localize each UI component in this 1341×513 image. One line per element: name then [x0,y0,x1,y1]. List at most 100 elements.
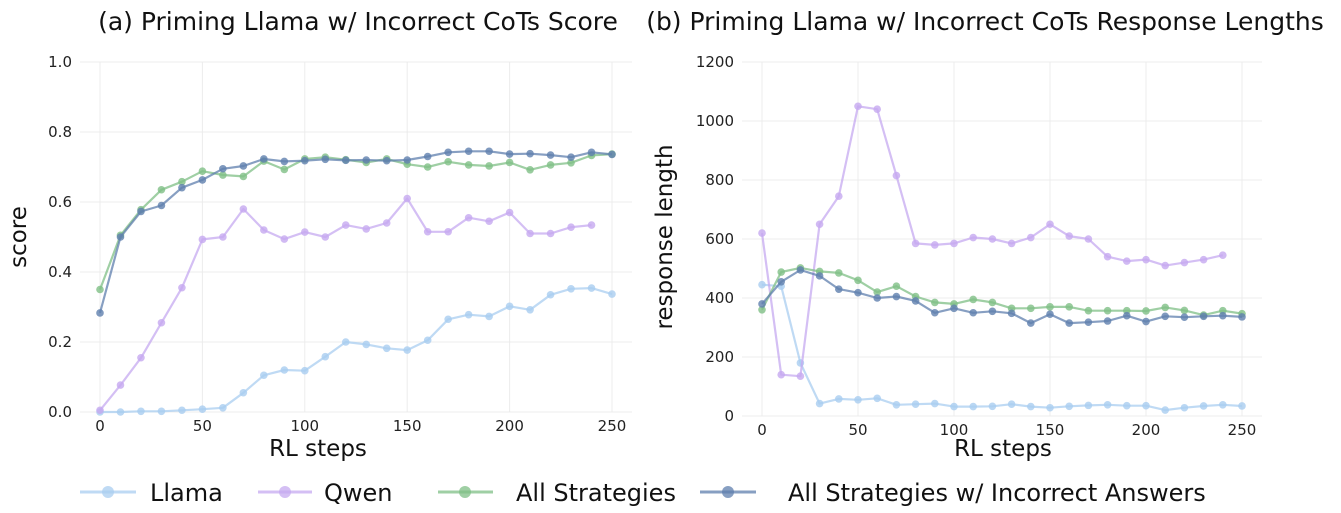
data-point [423,152,432,161]
data-point [260,155,268,163]
data-point [815,399,824,408]
data-point [835,285,843,293]
data-point [758,229,766,237]
series-llama [758,280,1246,414]
y-tick-label: 400 [705,289,734,307]
data-point [835,269,843,277]
data-point [157,318,166,327]
data-point [403,194,412,203]
data-point [1180,313,1189,321]
data-point [873,105,881,113]
data-point [526,229,534,238]
data-point [931,399,939,408]
x-tick-label: 150 [1036,421,1065,439]
y-tick-label: 0.8 [48,123,72,141]
data-point [157,407,166,416]
data-point [1084,235,1093,243]
data-point [116,408,125,416]
data-point [777,370,785,379]
legend-item-all-strategies-incorrect: All Strategies w/ Incorrect Answers [700,479,1206,507]
data-point [988,298,997,307]
data-point [796,266,805,274]
data-point [1142,255,1150,264]
legend-label-all-strategies: All Strategies [516,479,676,507]
data-point [1199,402,1208,410]
data-point [301,228,309,236]
data-point [587,148,596,157]
data-point [423,163,432,171]
legend-label-all-strategies-incorrect: All Strategies w/ Incorrect Answers [788,479,1206,507]
x-tick-label: 200 [495,417,524,435]
data-point [464,310,473,319]
data-point [403,156,412,164]
y-tick-label: 0 [724,407,734,425]
data-point [423,227,432,236]
data-point [280,157,289,166]
data-point [815,220,824,229]
data-point [116,233,125,241]
series-line-llama [761,283,1243,412]
data-point [526,149,534,158]
data-point [758,280,766,289]
x-tick-label: 50 [193,417,212,435]
y-tick-label: 1.0 [48,53,72,71]
data-point [116,381,125,389]
legend-item-qwen: Qwen [258,479,393,507]
data-point [608,150,616,159]
data-point [198,235,207,244]
data-point [321,233,330,241]
data-point [362,156,371,164]
data-point [854,102,862,111]
data-point [362,340,371,349]
data-point [1161,406,1169,414]
series-line-llama [100,287,613,414]
data-point [1027,319,1035,327]
series-qwen [758,102,1227,380]
data-point [157,185,166,194]
data-point [546,290,555,299]
data-point [1199,312,1208,321]
data-point [219,233,227,241]
data-point [239,172,248,181]
y-tick-label: 0.6 [48,193,72,211]
x-tick-label: 200 [1132,421,1161,439]
data-point [157,201,166,210]
x-tick-label: 100 [940,421,969,439]
x-tick-label: 100 [290,417,319,435]
x-tick-label: 250 [1228,421,1257,439]
data-point [931,241,939,249]
data-point [1065,232,1073,240]
data-point [892,400,901,409]
legend: Llama Qwen All Strategies All Strategies… [80,479,1206,507]
data-point [321,352,330,361]
data-point [777,268,785,276]
data-point [382,219,391,227]
data-point [444,148,452,157]
data-point [1103,306,1112,315]
data-point [1161,303,1169,312]
legend-item-all-strategies: All Strategies [438,479,676,507]
data-point [1123,311,1131,320]
x-tick-label: 0 [757,421,767,439]
data-point [1180,403,1189,412]
data-point [526,166,534,174]
data-point [892,282,901,291]
ticks-score: 0.0 0.2 0.4 0.6 0.8 1.0 0 50 100 150 200 250 [48,53,626,435]
y-tick-label: 600 [705,230,734,248]
data-point [1007,239,1016,248]
data-point [178,183,186,192]
data-point [198,405,207,414]
data-point [1046,303,1054,311]
data-point [988,235,997,243]
series-score [96,147,616,416]
data-point [931,308,939,317]
data-point [1123,257,1131,265]
x-tick-label: 250 [598,417,627,435]
data-point [796,372,805,380]
x-tick-label: 50 [848,421,867,439]
data-point [950,304,958,313]
data-point [219,171,227,179]
data-point [485,217,493,226]
x-axis-label-score: RL steps [269,436,367,462]
data-point [1046,403,1054,412]
